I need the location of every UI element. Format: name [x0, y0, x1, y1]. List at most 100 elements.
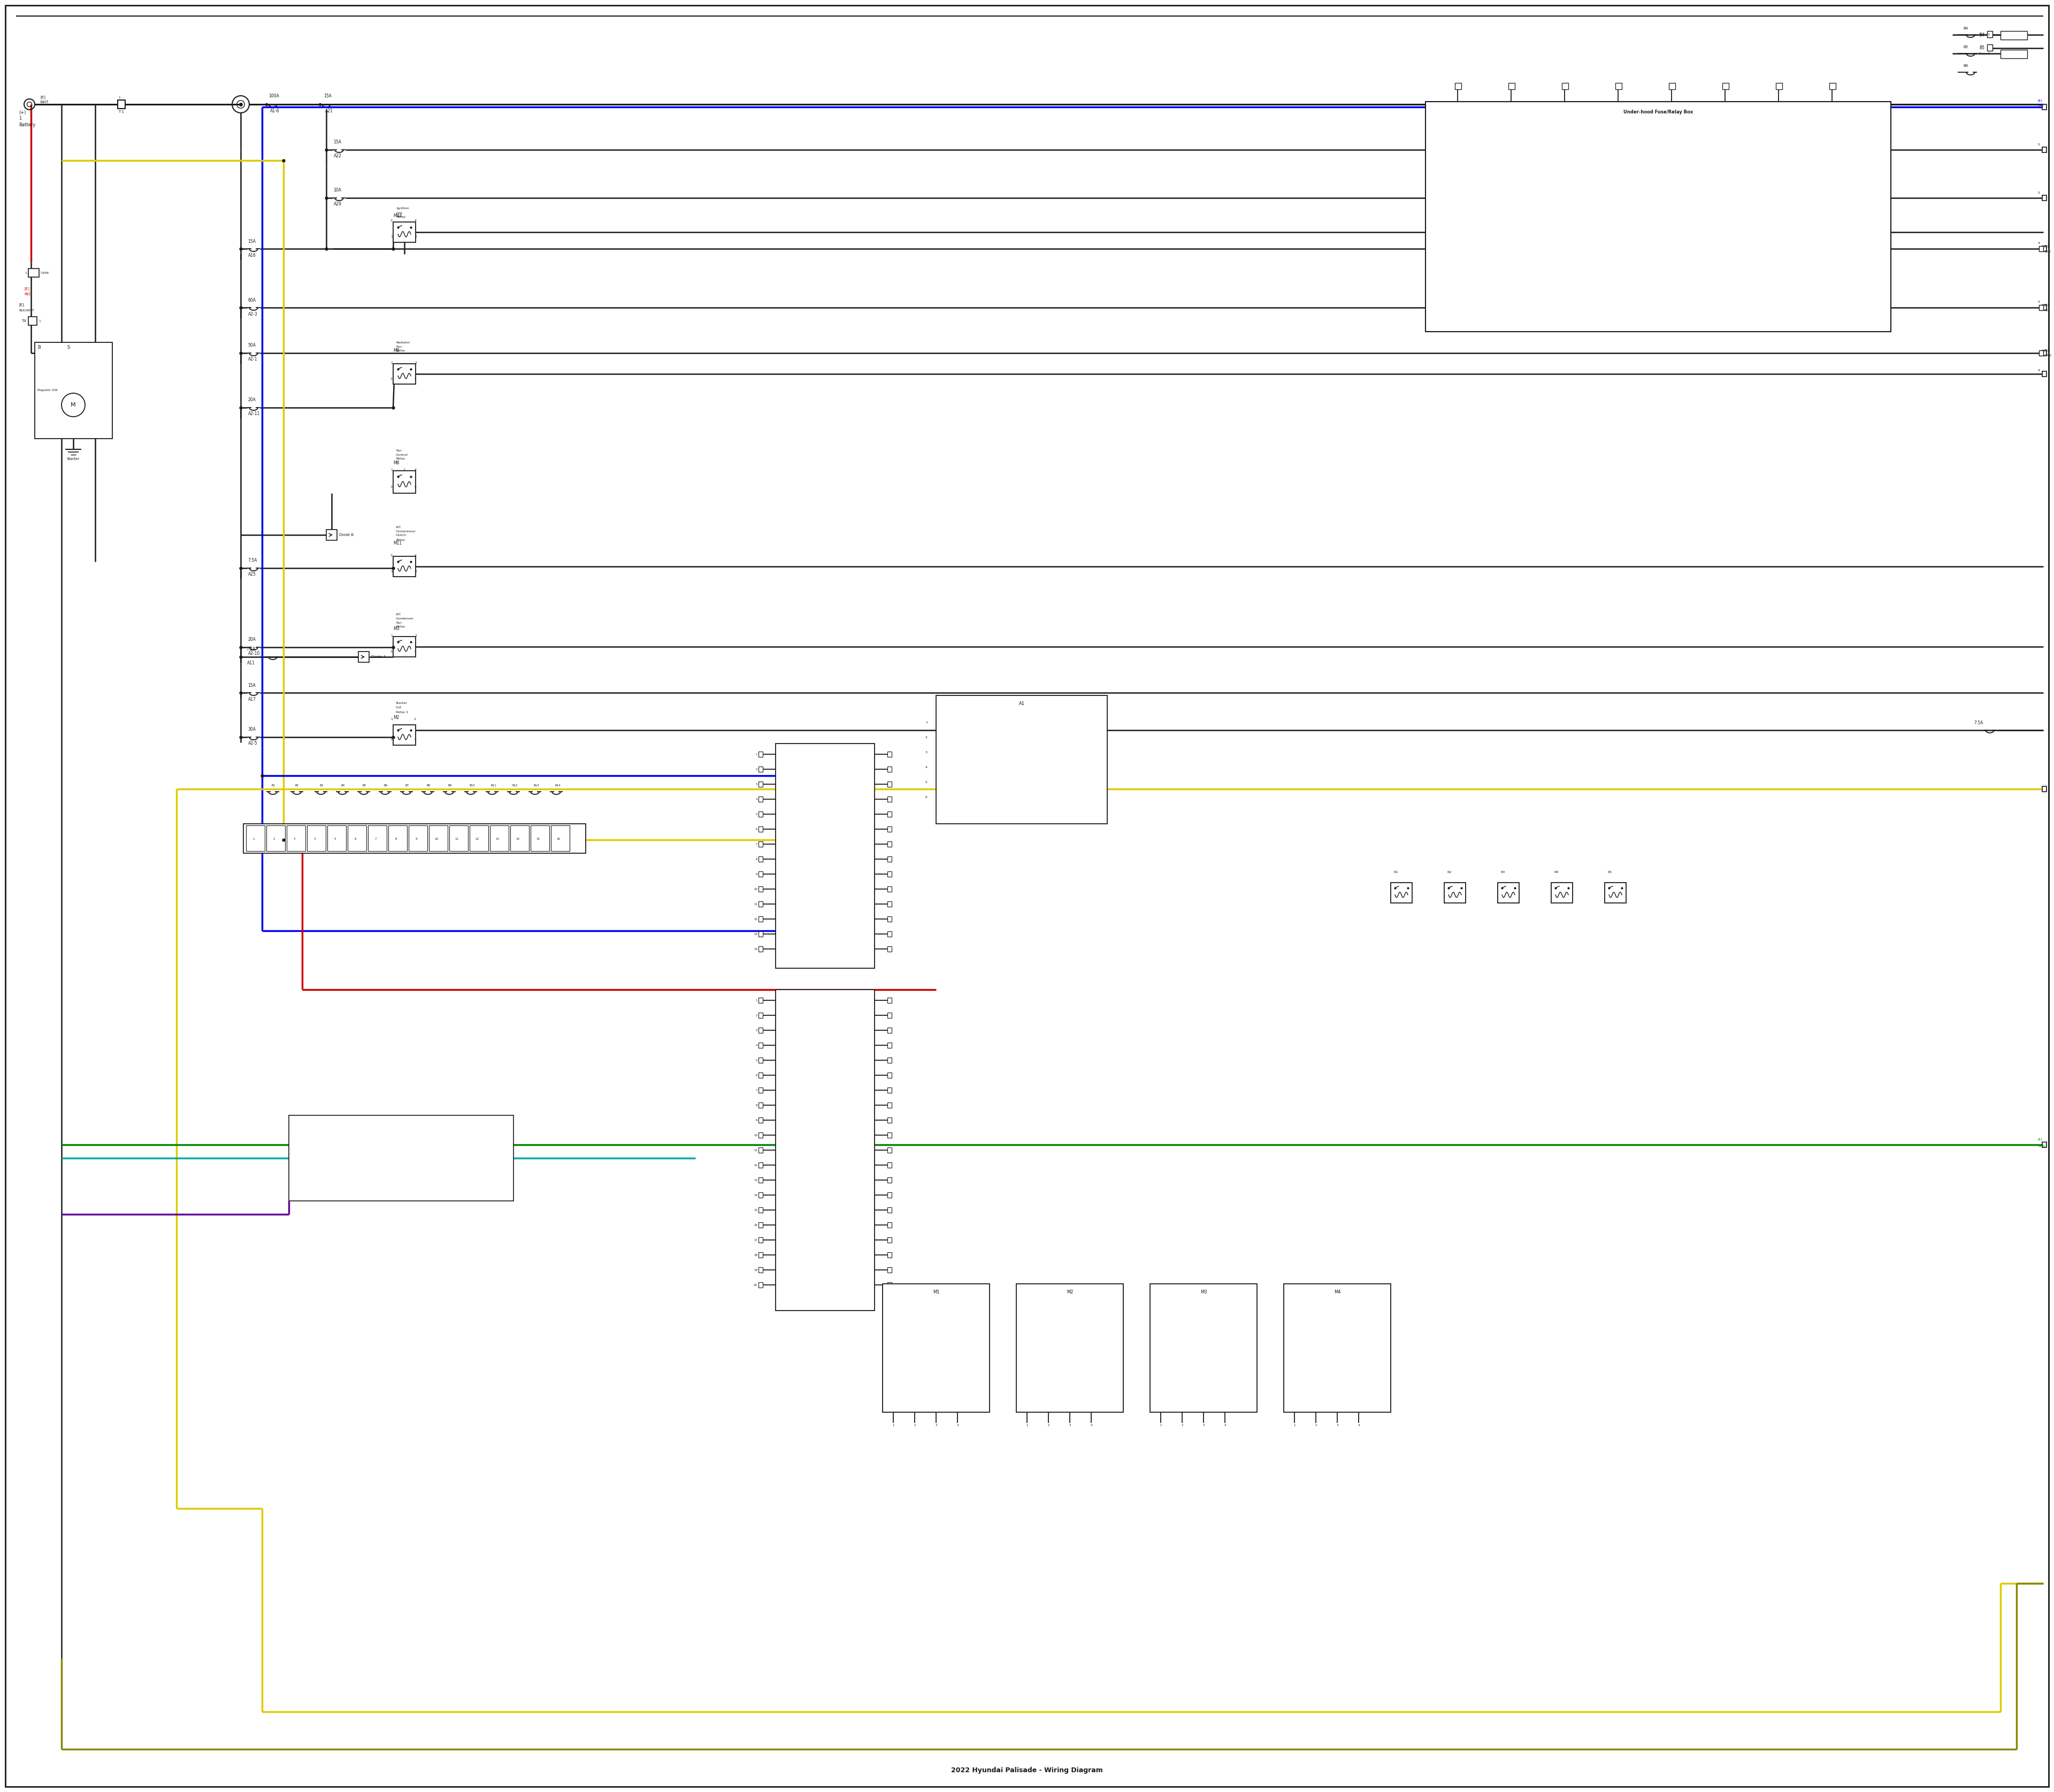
Bar [887, 1177, 891, 1183]
Bar [1604, 883, 1627, 903]
Bar [368, 826, 386, 851]
Text: B6: B6 [1964, 65, 1968, 68]
Text: 1: 1 [39, 319, 41, 323]
Bar [758, 751, 762, 756]
Text: [E]: [E] [2044, 246, 2050, 247]
Text: 7.5A: 7.5A [249, 557, 257, 563]
Text: 7.5A: 7.5A [246, 647, 255, 652]
Text: 3: 3 [390, 486, 392, 487]
Text: 10: 10 [754, 887, 758, 891]
Bar [758, 826, 762, 831]
Bar [1017, 1283, 1124, 1412]
Text: M4: M4 [1333, 1290, 1341, 1294]
Text: M0: M0 [392, 348, 398, 353]
Text: 1: 1 [390, 235, 392, 238]
Bar [288, 826, 306, 851]
Text: A16: A16 [249, 253, 257, 258]
Text: M2: M2 [1066, 1290, 1072, 1294]
Bar [1830, 82, 1836, 90]
Text: C406: C406 [41, 271, 49, 274]
Bar [392, 636, 415, 658]
Bar [758, 812, 762, 817]
Bar [347, 826, 366, 851]
Text: 5: 5 [2038, 301, 2040, 303]
Text: 15: 15 [536, 837, 540, 840]
Text: 5: 5 [415, 486, 417, 487]
Text: 11: 11 [754, 1149, 758, 1152]
Bar [550, 826, 569, 851]
Bar [1497, 883, 1520, 903]
Bar [887, 1133, 891, 1138]
Bar [887, 812, 891, 817]
Text: 3: 3 [390, 378, 392, 380]
Text: 15: 15 [754, 1208, 758, 1211]
Text: BLK/WHT: BLK/WHT [18, 308, 35, 312]
Bar [2040, 246, 2044, 251]
Bar [246, 826, 265, 851]
Text: 4: 4 [926, 765, 928, 769]
Text: Fuse 2: Fuse 2 [1980, 52, 1990, 56]
Text: Magnetic S/W: Magnetic S/W [37, 389, 58, 392]
Text: S: S [68, 346, 70, 349]
Bar [758, 1147, 762, 1152]
Text: 1: 1 [390, 362, 392, 364]
Bar [509, 826, 530, 851]
Bar [937, 695, 1107, 824]
Text: 3: 3 [390, 738, 392, 742]
Bar [758, 932, 762, 937]
Bar [2040, 305, 2044, 310]
Text: A11: A11 [246, 661, 255, 665]
Text: 2: 2 [415, 634, 417, 636]
Bar [887, 1043, 891, 1048]
Bar [887, 1253, 891, 1258]
Bar [1986, 45, 1992, 50]
Bar [887, 826, 891, 831]
Bar [887, 1236, 891, 1242]
Bar [1150, 1283, 1257, 1412]
Text: R3: R3 [1499, 871, 1506, 873]
Text: 11: 11 [454, 837, 458, 840]
Text: R5: R5 [1608, 871, 1612, 873]
Text: Radiator: Radiator [396, 340, 411, 344]
Text: B5: B5 [362, 783, 366, 787]
Text: A1-6: A1-6 [271, 108, 279, 113]
Text: Condenser: Condenser [396, 616, 415, 620]
Text: B10: B10 [468, 783, 474, 787]
Bar [758, 1118, 762, 1124]
Bar [1284, 1283, 1391, 1412]
Text: 2: 2 [415, 362, 417, 364]
Bar [1614, 82, 1623, 90]
Bar [758, 767, 762, 772]
Bar [887, 751, 891, 756]
Text: [E]: [E] [2038, 1138, 2042, 1142]
Text: R4: R4 [1555, 871, 1559, 873]
Text: Relay: Relay [396, 215, 405, 219]
Bar [758, 1012, 762, 1018]
Text: GRN: GRN [2038, 1145, 2046, 1147]
Bar [1508, 82, 1516, 90]
Text: 1: 1 [390, 719, 392, 720]
Text: B7: B7 [405, 783, 409, 787]
Bar [491, 826, 509, 851]
Bar [1561, 82, 1569, 90]
Text: B12: B12 [511, 783, 518, 787]
Bar [267, 826, 286, 851]
Text: B3: B3 [318, 783, 322, 787]
Text: 2: 2 [403, 468, 405, 471]
Text: 2: 2 [415, 235, 417, 238]
Text: [E]: [E] [2044, 349, 2050, 351]
Bar [470, 826, 489, 851]
Bar [2042, 351, 2046, 357]
Bar [887, 1073, 891, 1077]
Text: 50A: 50A [249, 342, 255, 348]
Bar [758, 1057, 762, 1063]
Bar [887, 901, 891, 907]
Text: 1: 1 [390, 468, 392, 471]
Bar [887, 1283, 891, 1288]
Text: 2022 Hyundai Palisade - Wiring Diagram: 2022 Hyundai Palisade - Wiring Diagram [951, 1767, 1103, 1774]
Bar [887, 932, 891, 937]
Bar [1444, 883, 1467, 903]
Text: Relay: Relay [396, 538, 405, 541]
Bar [887, 1102, 891, 1107]
Text: 20A: 20A [249, 638, 255, 642]
